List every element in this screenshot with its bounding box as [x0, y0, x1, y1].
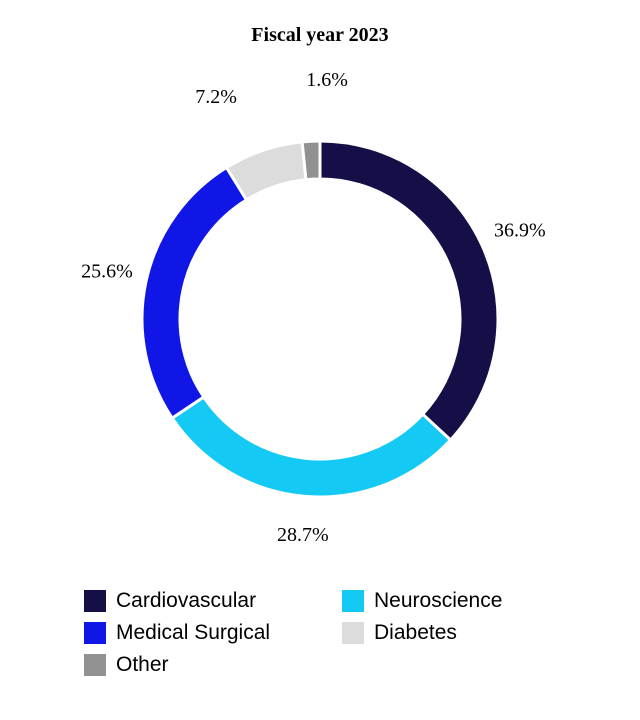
legend-swatch-neuroscience	[342, 590, 364, 612]
donut-chart: 36.9% 28.7% 25.6% 7.2% 1.6%	[81, 69, 546, 546]
slice-label-diabetes: 7.2%	[195, 86, 237, 108]
slice-label-other: 1.6%	[306, 69, 348, 91]
legend-swatch-other	[84, 654, 106, 676]
chart-title: Fiscal year 2023	[251, 24, 389, 46]
legend-item-other: Other	[84, 652, 169, 678]
legend-label-cardiovascular: Cardiovascular	[116, 589, 257, 612]
legend-swatch-cardiovascular	[84, 590, 106, 612]
legend-swatch-medical-surgical	[84, 622, 106, 644]
legend-swatch-diabetes	[342, 622, 364, 644]
legend-item-diabetes: Diabetes	[342, 620, 457, 646]
legend-label-medical-surgical: Medical Surgical	[116, 621, 271, 644]
slice-other	[300, 139, 322, 182]
slice-label-cardiovascular: 36.9%	[494, 219, 546, 241]
slice-label-neuroscience: 28.7%	[277, 524, 329, 546]
legend-label-neuroscience: Neuroscience	[374, 589, 503, 612]
legend-label-other: Other	[116, 653, 169, 676]
legend-item-medical-surgical: Medical Surgical	[84, 620, 270, 646]
legend-item-neuroscience: Neuroscience	[342, 588, 502, 614]
slice-neuroscience	[170, 394, 453, 499]
slice-label-medical-surgical: 25.6%	[81, 260, 133, 282]
slice-medical-surgical	[140, 165, 249, 421]
legend-item-cardiovascular: Cardiovascular	[84, 588, 256, 614]
slice-cardiovascular	[318, 139, 500, 443]
legend-label-diabetes: Diabetes	[374, 621, 457, 644]
